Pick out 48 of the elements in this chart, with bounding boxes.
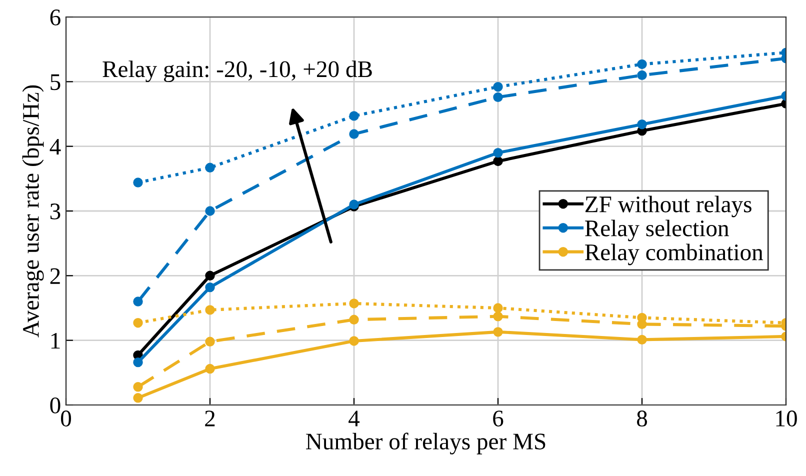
y-axis-title: Average user rate (bps/Hz) — [22, 85, 44, 338]
point — [637, 59, 647, 70]
legend-label: ZF without relays — [586, 196, 752, 218]
point — [493, 327, 503, 337]
annotation: Relay gain: -20, -10, +20 dB — [102, 60, 372, 82]
point — [637, 334, 647, 345]
point — [493, 92, 503, 102]
point — [205, 305, 215, 315]
point — [493, 82, 503, 92]
x-axis-title: Number of relays per MS — [306, 432, 546, 454]
point — [205, 162, 215, 173]
point — [493, 312, 503, 322]
point — [493, 156, 503, 166]
point — [349, 298, 359, 308]
y-tick-label: 5 — [50, 74, 60, 90]
point — [637, 70, 647, 80]
legend-label: Relay selection — [585, 220, 729, 242]
point — [205, 270, 215, 281]
point — [349, 129, 359, 139]
point — [493, 148, 503, 158]
point — [205, 364, 215, 374]
point — [205, 336, 215, 346]
point — [133, 382, 143, 392]
point — [133, 318, 143, 328]
point — [133, 357, 143, 368]
point — [349, 336, 359, 346]
point — [205, 282, 215, 292]
point — [133, 296, 143, 306]
point — [349, 314, 359, 324]
x-tick-label: 2 — [205, 410, 215, 426]
x-tick-label: 8 — [636, 410, 648, 426]
point — [349, 111, 359, 121]
y-tick-label: 4 — [50, 138, 61, 155]
legend-label: Relay combination — [585, 244, 764, 266]
y-tick-label: 6 — [50, 10, 60, 26]
point — [133, 393, 143, 403]
x-tick-label: 4 — [348, 410, 360, 426]
y-tick-label: 3 — [50, 204, 60, 220]
y-tick-label: 0 — [50, 397, 60, 414]
point — [493, 303, 503, 313]
point — [637, 119, 647, 130]
x-tick-label: 6 — [493, 410, 504, 426]
y-tick-label: 2 — [50, 268, 60, 284]
point — [133, 178, 143, 188]
point — [205, 206, 215, 216]
y-tick-label: 1 — [51, 332, 60, 349]
x-tick-label: 0 — [60, 410, 72, 426]
x-tick-label: 10 — [776, 410, 797, 426]
